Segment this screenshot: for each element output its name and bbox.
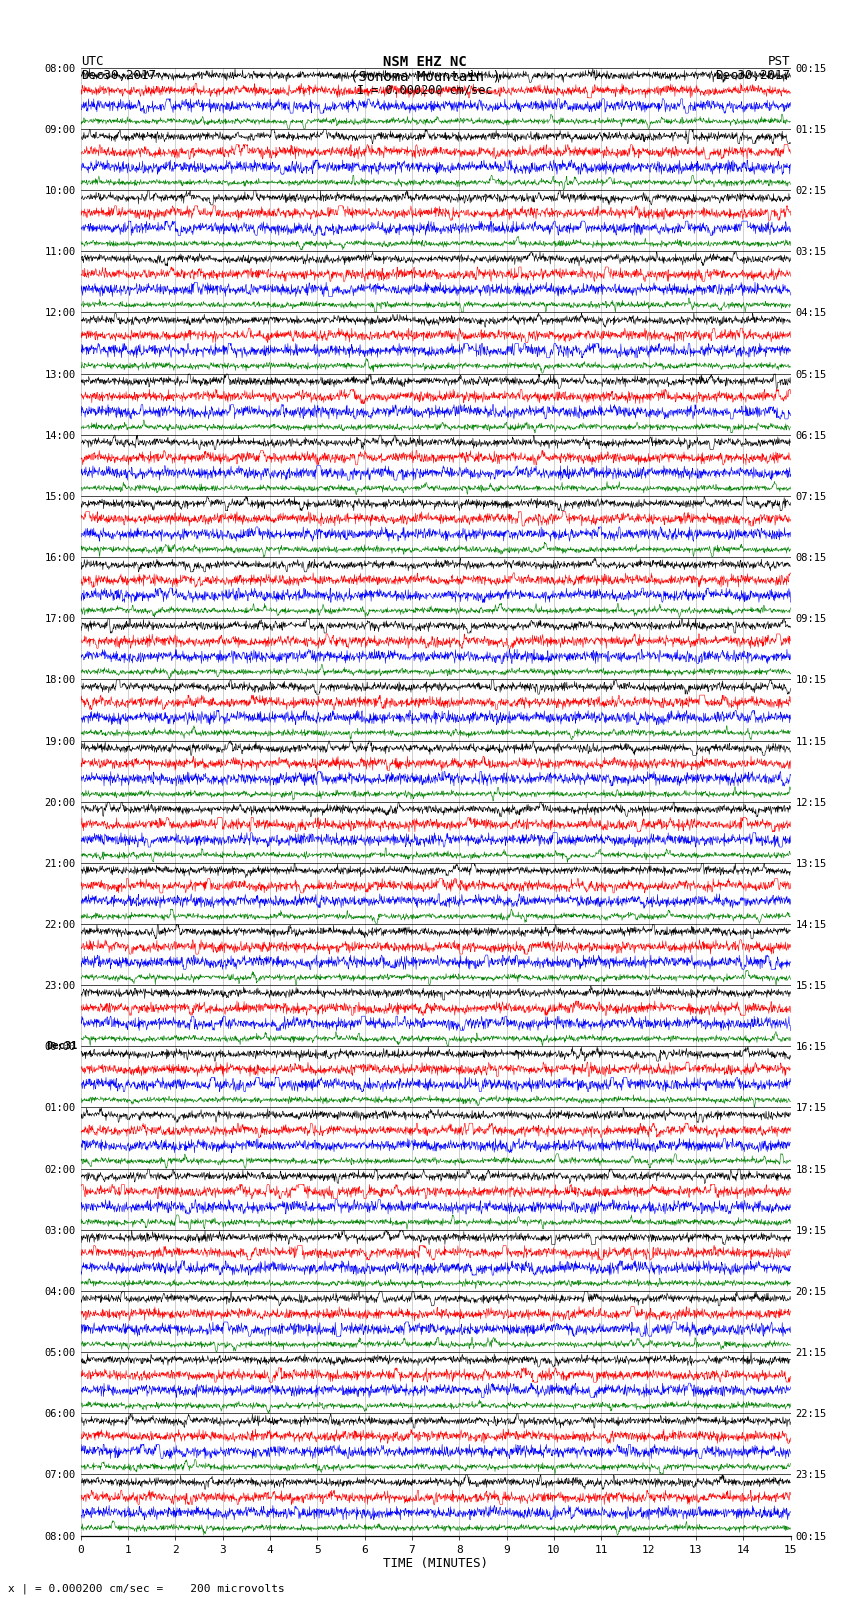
- Text: (Sonoma Mountain ): (Sonoma Mountain ): [349, 69, 501, 84]
- Text: x | = 0.000200 cm/sec =    200 microvolts: x | = 0.000200 cm/sec = 200 microvolts: [8, 1582, 286, 1594]
- Text: Dec31: Dec31: [46, 1042, 77, 1052]
- Text: Dec30,2017: Dec30,2017: [81, 69, 156, 82]
- Text: I = 0.000200 cm/sec: I = 0.000200 cm/sec: [357, 84, 493, 97]
- Text: PST: PST: [768, 55, 790, 68]
- Text: UTC: UTC: [81, 55, 103, 68]
- Text: Dec30,2017: Dec30,2017: [716, 69, 790, 82]
- X-axis label: TIME (MINUTES): TIME (MINUTES): [383, 1558, 488, 1571]
- Text: NSM EHZ NC: NSM EHZ NC: [383, 55, 467, 69]
